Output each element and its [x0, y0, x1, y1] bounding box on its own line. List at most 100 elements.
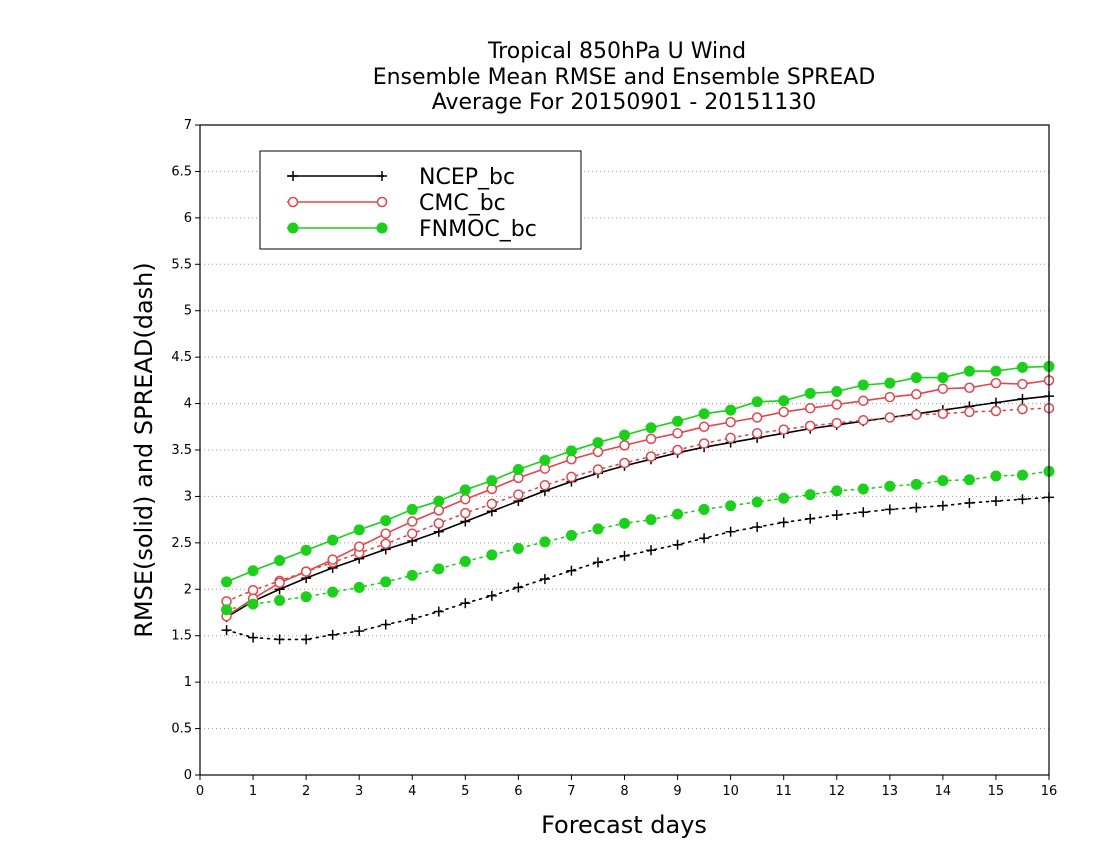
rmse-point [963, 365, 975, 377]
y-tick-label: 4 [184, 397, 192, 412]
rmse-point [751, 396, 763, 408]
y-tick-label: 1 [184, 675, 192, 690]
spread-point [566, 471, 577, 483]
spread-point [858, 507, 869, 518]
x-tick-label: 11 [775, 784, 792, 799]
spread-point [247, 598, 259, 610]
title-line-1: Tropical 850hPa U Wind [487, 39, 746, 64]
spread-point [884, 412, 896, 423]
spread-point [539, 536, 551, 548]
rmse-point [884, 377, 896, 389]
spread-point [937, 408, 949, 420]
rmse-point [911, 389, 922, 400]
x-tick-label: 0 [196, 784, 204, 799]
rmse-point [672, 415, 684, 427]
spread-point [778, 424, 789, 435]
rmse-point [725, 404, 737, 416]
rmse-point [645, 422, 657, 434]
spread-point [406, 569, 418, 581]
spread-point [645, 451, 657, 462]
spread-point [512, 542, 524, 554]
rmse-point [619, 440, 630, 451]
spread-point [513, 489, 524, 500]
x-tick-label: 15 [988, 784, 1005, 799]
spread-point [910, 478, 922, 490]
rmse-point [857, 379, 869, 391]
rmse-point [831, 399, 842, 410]
y-tick-label: 2.5 [171, 536, 192, 551]
spread-point [645, 514, 657, 526]
spread-point [884, 480, 896, 492]
rmse-point [300, 566, 312, 577]
legend-item-ncep-bc: NCEP_bc [287, 165, 515, 190]
spread-point [672, 539, 683, 550]
y-tick-label: 2 [184, 582, 192, 597]
rmse-point [486, 475, 498, 487]
spread-point [858, 415, 869, 426]
spread-point [751, 496, 763, 508]
x-tick-label: 16 [1041, 784, 1058, 799]
spread-point [963, 474, 975, 486]
rmse-point [327, 534, 339, 546]
x-tick-label: 8 [620, 784, 628, 799]
spread-point [964, 406, 975, 418]
x-tick-label: 12 [828, 784, 845, 799]
rmse-point [327, 554, 338, 565]
rmse-point [964, 382, 975, 394]
spread-point [539, 574, 550, 585]
rmse-point [990, 365, 1002, 377]
rmse-point [751, 412, 763, 423]
spread-point [725, 432, 736, 444]
rmse-point [831, 386, 843, 397]
rmse-point [778, 406, 789, 418]
spread-point [937, 475, 949, 487]
rmse-point [645, 433, 657, 445]
spread-point [274, 594, 286, 606]
rmse-point [433, 505, 445, 516]
spread-point [327, 629, 338, 640]
rmse-point [460, 493, 471, 505]
legend-marker [288, 171, 298, 181]
x-tick-label: 9 [673, 784, 681, 799]
rmse-point [619, 429, 630, 441]
spread-point [433, 563, 445, 575]
spread-line [225, 496, 1050, 641]
spread-point [831, 417, 842, 429]
x-tick-label: 4 [408, 784, 416, 799]
rmse-point [407, 516, 418, 527]
x-axis-label: Forecast days [541, 811, 707, 839]
spread-point [619, 517, 630, 529]
y-tick-label: 0.5 [171, 722, 192, 737]
chart-title: Tropical 850hPa U Wind Ensemble Mean RMS… [373, 39, 876, 115]
spread-point [380, 538, 391, 550]
x-tick-label: 5 [461, 784, 469, 799]
rmse-point [910, 372, 922, 384]
rmse-point [698, 421, 710, 433]
spread-point [486, 498, 498, 510]
series-cmc-bc-spread [221, 402, 1055, 607]
rmse-point [990, 377, 1002, 389]
spread-point [1017, 403, 1028, 415]
legend-item-fnmoc-bc: FNMOC_bc [287, 217, 537, 242]
spread-point [592, 523, 604, 535]
y-tick-label: 5.5 [171, 257, 192, 272]
spread-point [884, 504, 895, 515]
spread-point [619, 550, 630, 561]
spread-point [911, 409, 922, 420]
rmse-point [804, 402, 816, 414]
y-tick-label: 7 [184, 118, 192, 133]
rmse-point [406, 503, 418, 515]
rmse-point [804, 387, 816, 399]
spread-point [1016, 469, 1028, 481]
spread-point [486, 549, 498, 561]
series-ncep-bc-spread [221, 492, 1054, 645]
spread-point [990, 405, 1002, 417]
spread-point [911, 502, 922, 513]
rmse-point [778, 395, 790, 407]
spread-point [778, 517, 789, 528]
y-tick-label: 3 [184, 489, 192, 504]
legend-marker [377, 171, 387, 181]
